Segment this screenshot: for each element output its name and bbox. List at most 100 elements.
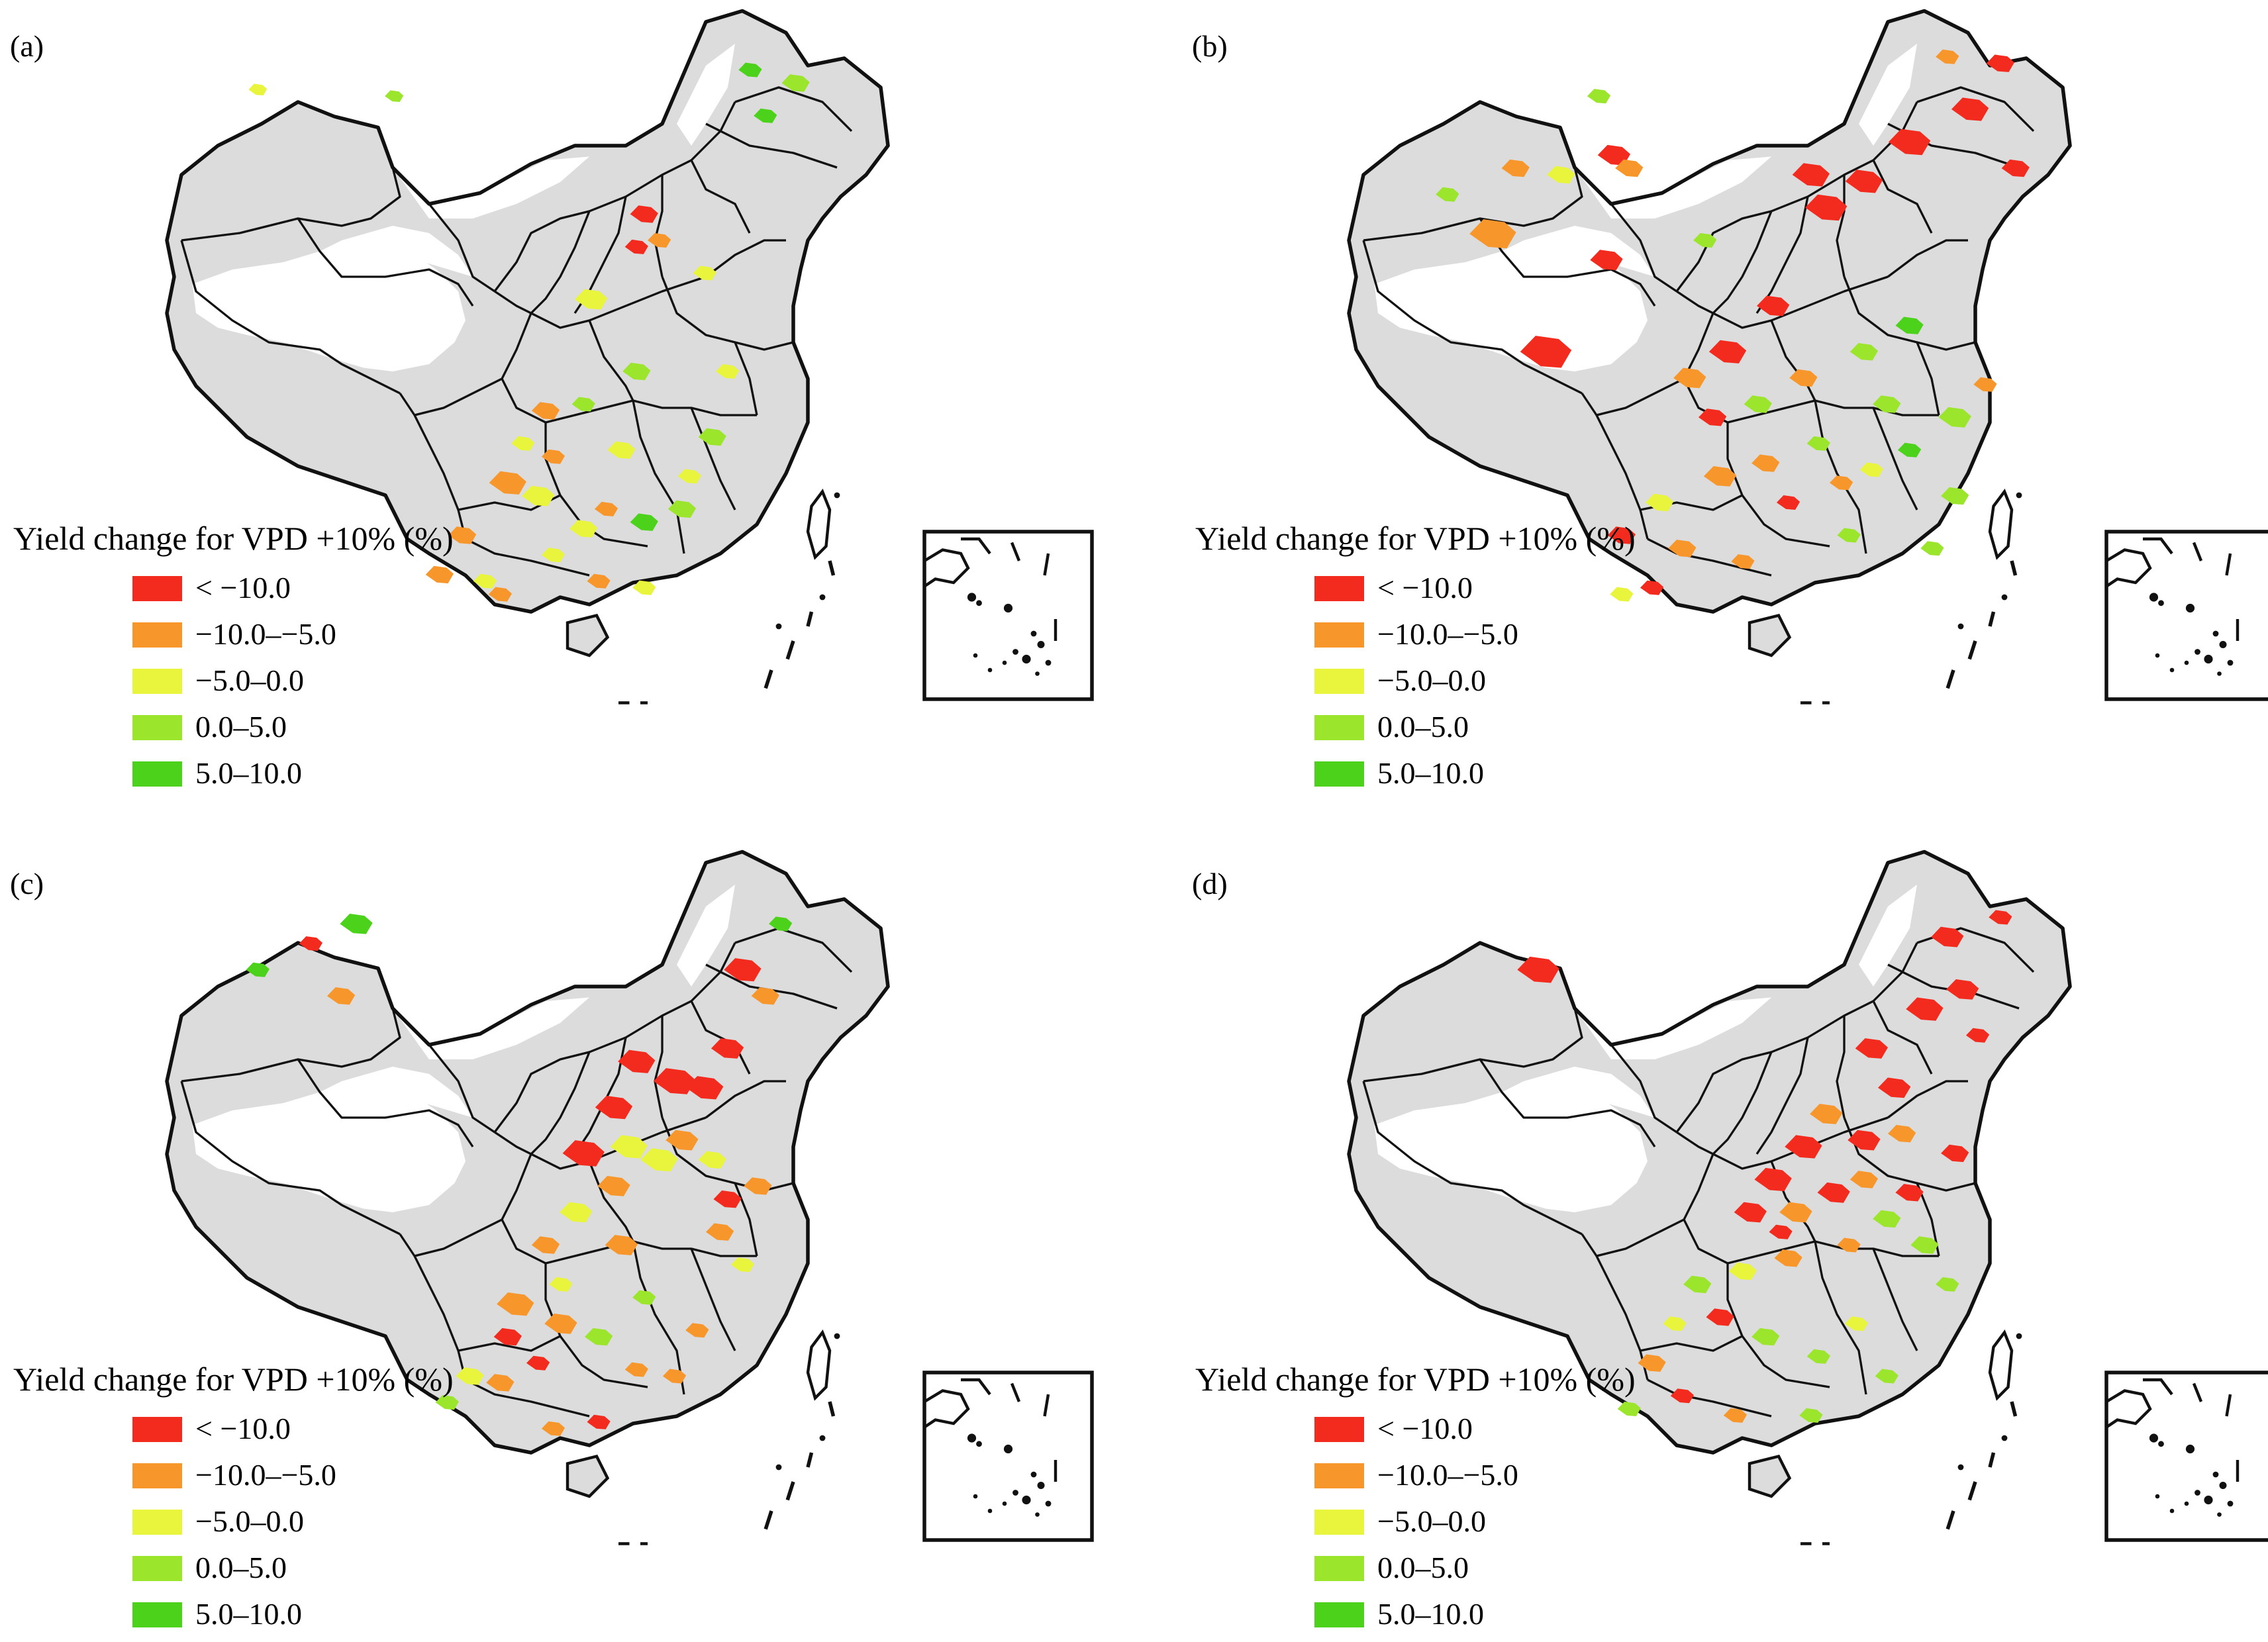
district-patch — [1776, 495, 1800, 510]
district-patch — [662, 1369, 687, 1384]
district-patch — [1436, 187, 1459, 202]
legend-swatch — [1314, 1556, 1364, 1581]
district-patch — [584, 1328, 613, 1346]
district-patch — [1670, 1388, 1694, 1404]
legend-label: −5.0–0.0 — [1377, 663, 1486, 697]
panel-a: (a) Yield change for VPD +10% (%) < −10.… — [10, 11, 1092, 790]
legend-swatch — [132, 669, 182, 694]
legend-label: −5.0–0.0 — [1377, 1504, 1486, 1538]
legend-swatch — [132, 1556, 182, 1581]
legend-swatch — [132, 1463, 182, 1488]
district-patch — [1941, 1144, 1969, 1163]
legend-swatch — [132, 761, 182, 787]
district-patch — [1663, 1316, 1687, 1331]
district-patch — [489, 471, 526, 495]
district-patch — [769, 916, 793, 932]
district-patch — [544, 1313, 577, 1334]
district-patch — [1873, 395, 1901, 413]
district-patch — [246, 962, 270, 977]
district-patch — [630, 205, 658, 223]
district-patch — [1817, 1182, 1850, 1203]
district-patch — [1734, 1202, 1767, 1223]
district-patch — [571, 397, 595, 412]
district-patch — [640, 1148, 678, 1172]
district-patch — [711, 1038, 744, 1059]
district-patch — [1859, 462, 1883, 477]
legend: Yield change for VPD +10% (%) < −10.0 −10… — [1195, 1361, 1636, 1631]
district-patch — [754, 108, 777, 123]
district-patch — [1938, 407, 1971, 428]
district-patch — [1751, 1328, 1780, 1346]
panel-c: (c) Yield change for VPD +10% (%) < −10.… — [10, 852, 1092, 1631]
district-patch — [738, 62, 762, 77]
district-patch — [1951, 97, 1989, 121]
district-patch — [713, 1190, 742, 1208]
district-patch — [560, 1202, 593, 1223]
district-patch — [1799, 1408, 1823, 1423]
legend-swatch — [1314, 622, 1364, 648]
district-patch — [327, 987, 356, 1005]
district-patch — [1810, 1104, 1843, 1124]
district-patch — [541, 1421, 566, 1436]
district-patch — [685, 1323, 709, 1338]
district-patch — [531, 402, 560, 420]
district-patch — [1501, 159, 1530, 177]
legend-label: 0.0–5.0 — [1377, 1551, 1469, 1584]
district-patch — [648, 233, 671, 248]
district-patch — [521, 485, 555, 507]
legend-swatch — [132, 576, 182, 601]
legend-label: 0.0–5.0 — [1377, 710, 1469, 744]
district-patch — [1757, 295, 1790, 316]
district-patch — [1706, 1308, 1734, 1326]
panel-label: (a) — [10, 29, 44, 63]
legend-swatch — [1314, 1417, 1364, 1442]
district-patch — [1946, 979, 1979, 1000]
district-patch — [1744, 395, 1772, 413]
district-patch — [1906, 997, 1944, 1021]
legend-swatch — [1314, 1602, 1364, 1627]
district-patch — [653, 1068, 696, 1094]
legend-swatch — [1314, 1463, 1364, 1488]
district-patch — [630, 513, 658, 531]
district-patch — [1703, 466, 1737, 487]
legend-label: 5.0–10.0 — [1377, 1597, 1484, 1631]
district-patch — [488, 587, 512, 602]
district-patch — [1615, 159, 1644, 177]
panel-label: (d) — [1192, 867, 1228, 900]
district-patch — [1878, 1077, 1911, 1098]
district-patch — [751, 987, 779, 1005]
district-patch — [1789, 369, 1818, 387]
district-patch — [666, 1130, 699, 1151]
district-patch — [1895, 316, 1924, 334]
district-patch — [569, 520, 598, 538]
legend-label: 0.0–5.0 — [195, 1551, 287, 1584]
district-patch — [1897, 442, 1922, 458]
district-patch — [448, 526, 477, 544]
district-patch — [1469, 219, 1516, 249]
district-patch — [1723, 1408, 1748, 1423]
china-map — [167, 11, 1092, 703]
legend-label: −10.0–−5.0 — [195, 1458, 336, 1492]
district-patch — [587, 1414, 611, 1429]
district-patch — [1792, 163, 1830, 187]
legend-swatch — [1314, 1510, 1364, 1535]
district-patch — [1708, 340, 1747, 363]
legend-title: Yield change for VPD +10% (%) — [13, 520, 454, 557]
district-patch — [1895, 1184, 1924, 1202]
district-patch — [624, 239, 648, 254]
legend-swatch — [132, 1602, 182, 1627]
legend-label: −10.0–−5.0 — [1377, 1458, 1518, 1492]
legend-label: 5.0–10.0 — [195, 1597, 302, 1631]
district-patch — [1941, 487, 1969, 505]
district-patch — [1587, 89, 1611, 104]
district-patch — [1517, 956, 1559, 983]
district-patch — [425, 565, 454, 584]
district-patch — [1769, 1224, 1793, 1239]
district-patch — [1888, 1125, 1916, 1143]
district-patch — [1989, 910, 2012, 925]
legend-swatch — [132, 1510, 182, 1535]
district-patch — [1910, 1236, 1939, 1254]
legend-swatch — [1314, 576, 1364, 601]
district-patch — [299, 936, 322, 951]
